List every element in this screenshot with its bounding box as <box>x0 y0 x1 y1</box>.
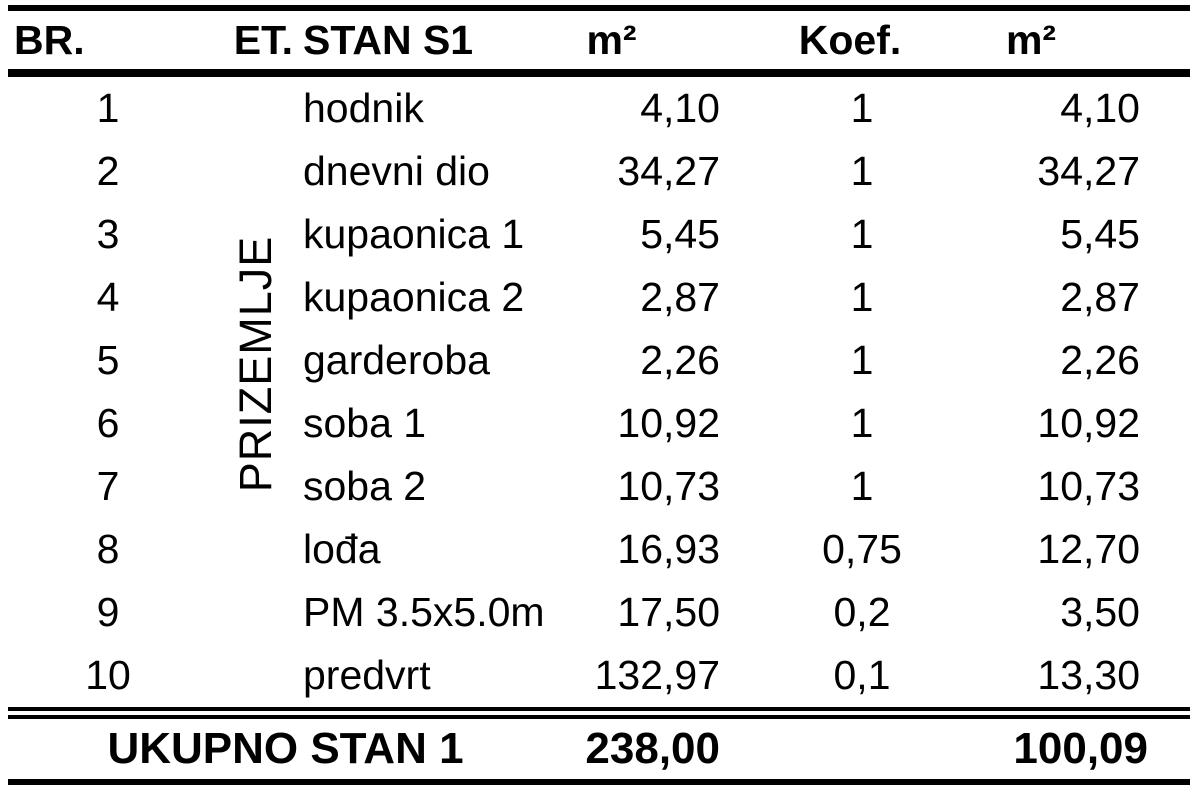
area-value: 16,93 <box>617 526 720 572</box>
weighted-area-value: 3,50 <box>1060 589 1140 635</box>
area-value: 2,87 <box>640 274 720 320</box>
room-name: lođa <box>303 526 381 572</box>
coefficient-value: 0,2 <box>833 589 891 635</box>
floor-label: PRIZEMLJE <box>229 235 281 493</box>
row-number: 7 <box>96 463 120 509</box>
area-value: 5,45 <box>640 211 720 257</box>
area-value: 34,27 <box>617 148 720 194</box>
column-header-et: ET. <box>208 8 303 77</box>
area-value: 2,26 <box>640 337 720 383</box>
floor-cell: PRIZEMLJE <box>208 73 303 713</box>
room-name: kupaonica 1 <box>303 211 525 257</box>
coefficient-value: 1 <box>850 148 874 194</box>
column-header-br: BR. <box>8 8 208 77</box>
room-name: soba 1 <box>303 400 427 446</box>
weighted-area-value: 10,73 <box>1037 463 1140 509</box>
coefficient-value: 0,1 <box>833 652 891 698</box>
weighted-area-value: 2,26 <box>1060 337 1140 383</box>
area-value: 10,92 <box>617 400 720 446</box>
table-row: 3 kupaonica 1 5,45 1 5,45 <box>8 203 1190 266</box>
weighted-area-value: 4,10 <box>1060 85 1140 131</box>
weighted-area-value: 2,87 <box>1060 274 1140 320</box>
row-number: 9 <box>96 589 120 635</box>
total-area-value: 238,00 <box>563 707 748 782</box>
room-name: garderoba <box>303 337 490 383</box>
row-number: 2 <box>96 148 120 194</box>
room-name: PM 3.5x5.0m <box>303 589 545 635</box>
row-number: 6 <box>96 400 120 446</box>
room-name: predvrt <box>303 652 431 698</box>
row-number: 10 <box>85 652 131 698</box>
column-header-stan: STAN S1 <box>303 8 563 77</box>
coefficient-value: 1 <box>850 85 874 131</box>
room-name: soba 2 <box>303 463 427 509</box>
coefficient-value: 1 <box>850 400 874 446</box>
table-row: 4 kupaonica 2 2,87 1 2,87 <box>8 266 1190 329</box>
row-number: 8 <box>96 526 120 572</box>
apartment-area-table: BR. ET. STAN S1 m² Koef. m² 1 PRIZEMLJE … <box>8 5 1190 785</box>
row-number: 1 <box>96 85 120 131</box>
table-row: 6 soba 1 10,92 1 10,92 <box>8 392 1190 455</box>
total-koef-empty <box>748 707 976 782</box>
table-row: 7 soba 2 10,73 1 10,73 <box>8 455 1190 518</box>
total-row: UKUPNO STAN 1 238,00 100,09 <box>8 707 1190 782</box>
room-name: hodnik <box>303 85 424 131</box>
row-number: 5 <box>96 337 120 383</box>
room-name: dnevni dio <box>303 148 490 194</box>
coefficient-value: 1 <box>850 337 874 383</box>
area-value: 4,10 <box>640 85 720 131</box>
total-weighted-area-value: 100,09 <box>976 707 1190 782</box>
column-header-m2: m² <box>563 8 748 77</box>
coefficient-value: 1 <box>850 211 874 257</box>
row-number: 4 <box>96 274 120 320</box>
total-label: UKUPNO STAN 1 <box>8 707 563 782</box>
column-header-m2-weighted: m² <box>976 8 1190 77</box>
coefficient-value: 0,75 <box>822 526 902 572</box>
area-value: 17,50 <box>617 589 720 635</box>
area-value: 132,97 <box>594 652 720 698</box>
weighted-area-value: 12,70 <box>1037 526 1140 572</box>
weighted-area-value: 13,30 <box>1037 652 1140 698</box>
weighted-area-value: 5,45 <box>1060 211 1140 257</box>
coefficient-value: 1 <box>850 274 874 320</box>
table-row: 8 lođa 16,93 0,75 12,70 <box>8 518 1190 581</box>
table-row: 1 PRIZEMLJE hodnik 4,10 1 4,10 <box>8 73 1190 492</box>
table-row: 9 PM 3.5x5.0m 17,50 0,2 3,50 <box>8 581 1190 644</box>
coefficient-value: 1 <box>850 463 874 509</box>
weighted-area-value: 10,92 <box>1037 400 1140 446</box>
table-row: 2 dnevni dio 34,27 1 34,27 <box>8 140 1190 203</box>
header-row: BR. ET. STAN S1 m² Koef. m² <box>8 8 1190 77</box>
weighted-area-value: 34,27 <box>1037 148 1140 194</box>
column-header-koef: Koef. <box>748 8 976 77</box>
area-value: 10,73 <box>617 463 720 509</box>
row-number: 3 <box>96 211 120 257</box>
room-name: kupaonica 2 <box>303 274 525 320</box>
table-row: 10 predvrt 132,97 0,1 13,30 <box>8 644 1190 713</box>
table-row: 5 garderoba 2,26 1 2,26 <box>8 329 1190 392</box>
